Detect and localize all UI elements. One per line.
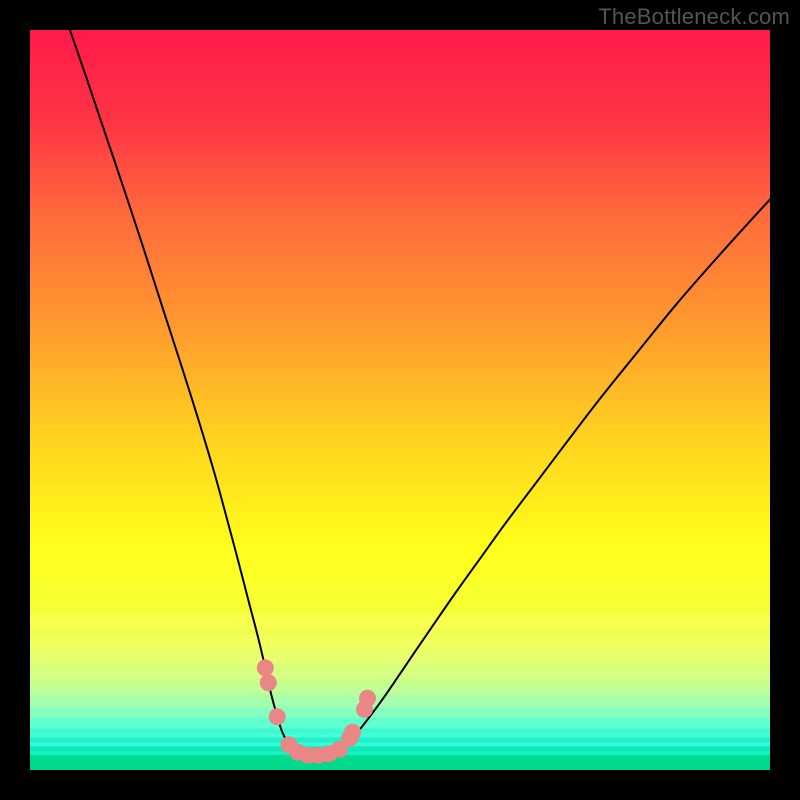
data-marker — [260, 674, 277, 691]
data-markers — [30, 30, 770, 770]
plot-area — [30, 30, 770, 770]
data-marker — [359, 690, 376, 707]
data-marker — [269, 708, 286, 725]
data-marker — [344, 724, 361, 741]
watermark-label: TheBottleneck.com — [598, 4, 790, 30]
data-marker — [257, 659, 274, 676]
